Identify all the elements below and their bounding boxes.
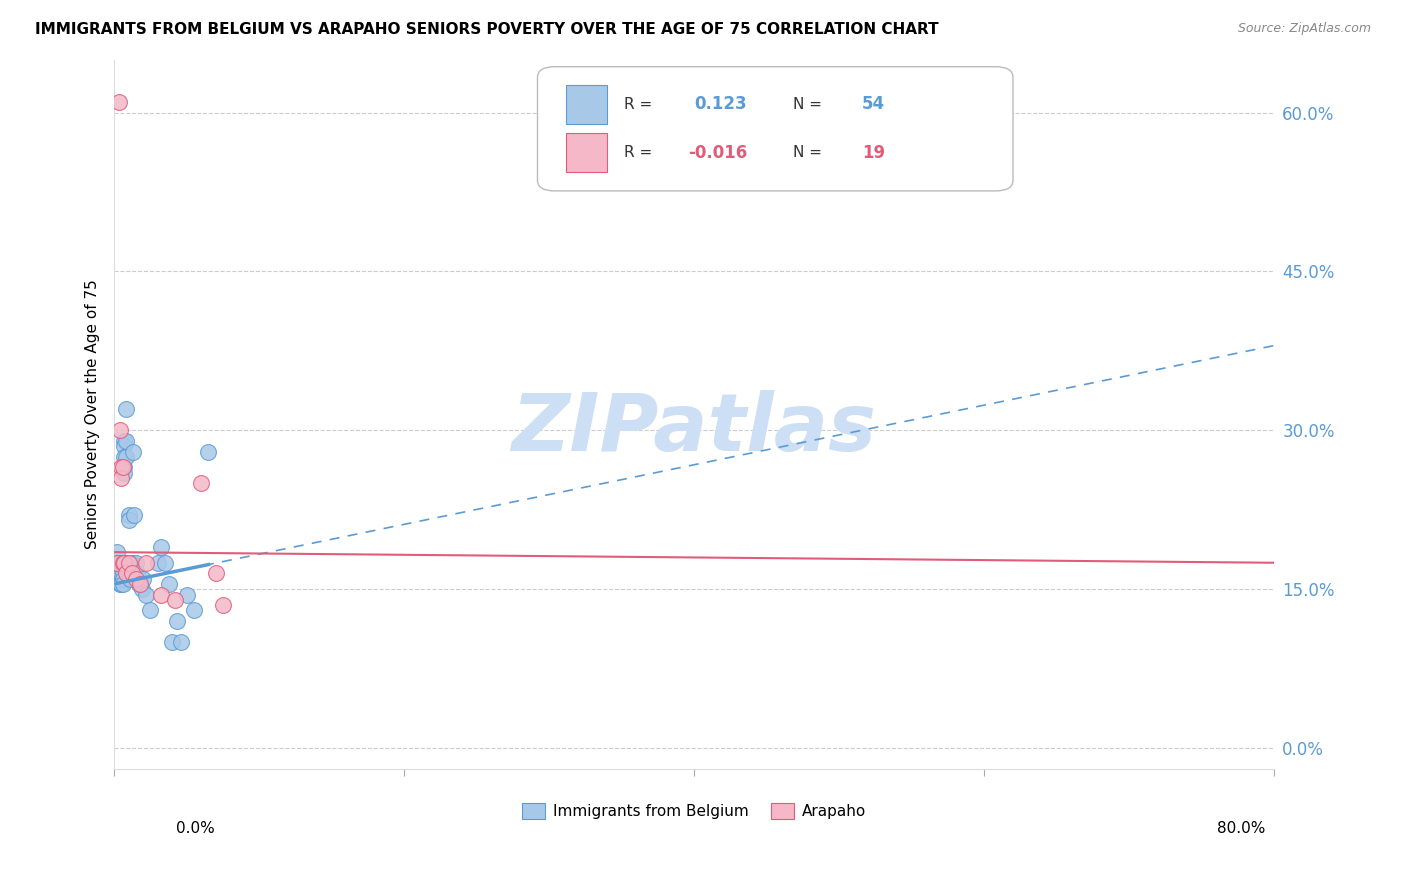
FancyBboxPatch shape	[567, 133, 607, 172]
Point	[112, 434, 135, 448]
Point	[108, 566, 131, 581]
Point	[111, 556, 134, 570]
Text: Source: ZipAtlas.com: Source: ZipAtlas.com	[1237, 22, 1371, 36]
Point	[129, 577, 152, 591]
Text: 0.123: 0.123	[695, 95, 747, 113]
Text: R =: R =	[624, 145, 658, 160]
Text: -0.016: -0.016	[689, 144, 748, 161]
Point	[110, 471, 132, 485]
Point	[110, 556, 132, 570]
Point	[112, 460, 135, 475]
FancyBboxPatch shape	[537, 67, 1012, 191]
Point	[111, 460, 134, 475]
Text: ZIPatlas: ZIPatlas	[512, 390, 876, 467]
Point	[135, 556, 157, 570]
Point	[190, 476, 212, 491]
Point	[108, 577, 131, 591]
Point	[108, 423, 131, 437]
Point	[108, 561, 131, 575]
Point	[132, 572, 155, 586]
Point	[120, 572, 142, 586]
Text: N =: N =	[793, 96, 827, 112]
Point	[107, 561, 129, 575]
Point	[118, 556, 141, 570]
Point	[111, 556, 134, 570]
Point	[204, 566, 226, 581]
Point	[115, 561, 138, 575]
Point	[124, 508, 146, 522]
Point	[105, 556, 128, 570]
Point	[110, 561, 132, 575]
Point	[129, 577, 152, 591]
Text: 0.0%: 0.0%	[176, 821, 215, 836]
Point	[146, 556, 169, 570]
Point	[125, 556, 148, 570]
Point	[128, 577, 150, 591]
Point	[160, 635, 183, 649]
Y-axis label: Seniors Poverty Over the Age of 75: Seniors Poverty Over the Age of 75	[86, 279, 100, 549]
Text: 54: 54	[862, 95, 886, 113]
FancyBboxPatch shape	[567, 85, 607, 124]
Text: N =: N =	[793, 145, 827, 160]
Point	[212, 598, 235, 612]
Point	[197, 444, 219, 458]
Point	[111, 577, 134, 591]
Point	[107, 566, 129, 581]
Point	[122, 444, 145, 458]
Point	[111, 566, 134, 581]
Point	[149, 588, 172, 602]
Point	[183, 603, 205, 617]
Point	[107, 95, 129, 109]
Point	[121, 566, 143, 581]
Point	[107, 572, 129, 586]
Point	[111, 572, 134, 586]
Point	[121, 556, 143, 570]
Text: IMMIGRANTS FROM BELGIUM VS ARAPAHO SENIORS POVERTY OVER THE AGE OF 75 CORRELATIO: IMMIGRANTS FROM BELGIUM VS ARAPAHO SENIO…	[35, 22, 939, 37]
Point	[170, 635, 193, 649]
Point	[112, 439, 135, 453]
Point	[149, 540, 172, 554]
Text: R =: R =	[624, 96, 658, 112]
Point	[118, 556, 141, 570]
Point	[118, 508, 141, 522]
Point	[105, 556, 128, 570]
Point	[135, 588, 157, 602]
Point	[139, 603, 162, 617]
Point	[114, 402, 136, 417]
Point	[112, 556, 135, 570]
Point	[127, 566, 149, 581]
Point	[114, 450, 136, 464]
Point	[176, 588, 198, 602]
Point	[107, 556, 129, 570]
Point	[125, 572, 148, 586]
Point	[105, 545, 128, 559]
Point	[112, 450, 135, 464]
Point	[120, 556, 142, 570]
Point	[110, 460, 132, 475]
Point	[115, 556, 138, 570]
Point	[131, 582, 153, 597]
Legend: Immigrants from Belgium, Arapaho: Immigrants from Belgium, Arapaho	[516, 797, 872, 825]
Point	[114, 566, 136, 581]
Point	[165, 592, 187, 607]
Point	[112, 466, 135, 480]
Point	[114, 434, 136, 448]
Point	[108, 556, 131, 570]
Text: 80.0%: 80.0%	[1218, 821, 1265, 836]
Point	[166, 614, 188, 628]
Point	[110, 577, 132, 591]
Point	[118, 513, 141, 527]
Point	[157, 577, 180, 591]
Point	[153, 556, 176, 570]
Text: 19: 19	[862, 144, 886, 161]
Point	[110, 566, 132, 581]
